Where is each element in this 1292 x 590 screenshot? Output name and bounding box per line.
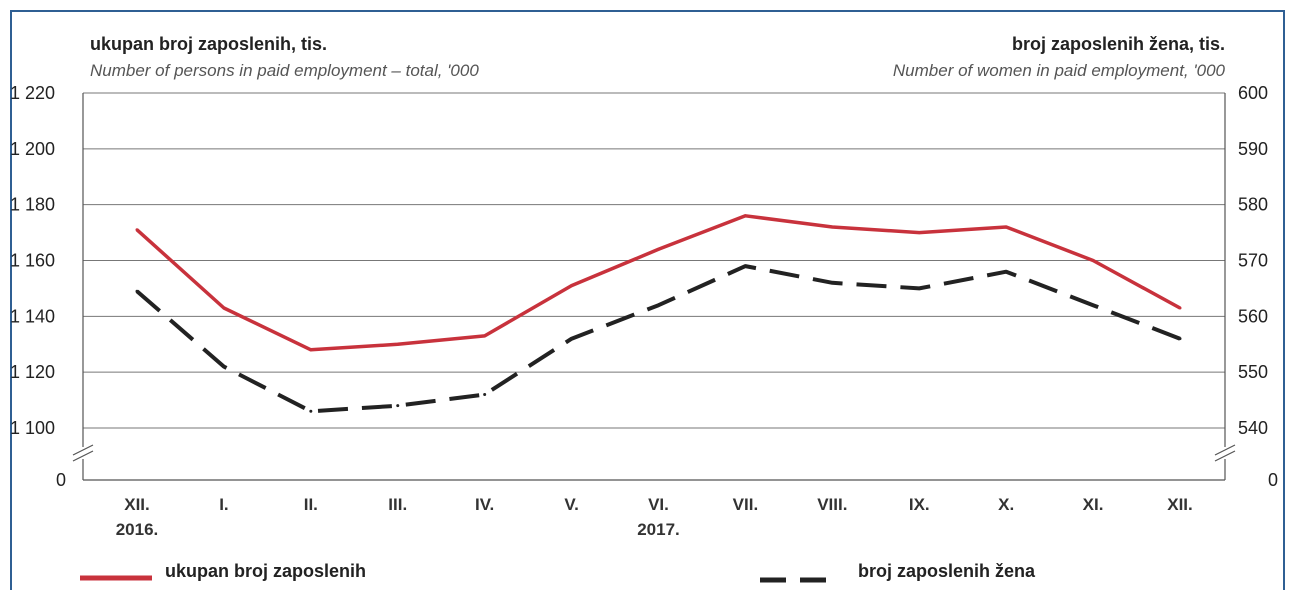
x-tick-label: XI. [1083,495,1104,514]
data-point [830,281,834,285]
data-point [1004,225,1008,229]
right-tick-label: 570 [1238,251,1268,271]
x-tick-label: X. [998,495,1014,514]
data-point [309,409,313,413]
data-point [1178,306,1182,310]
data-point [222,306,226,310]
data-point [657,247,660,251]
left-tick-label: 1 140 [10,306,55,326]
data-point [743,264,747,268]
data-point [135,228,139,232]
x-year-label: 2016. [116,520,159,539]
data-point [917,231,921,235]
data-point [570,337,574,341]
right-tick-label: 560 [1238,306,1268,326]
left-zero-label: 0 [56,470,66,490]
x-tick-label: V. [564,495,579,514]
data-point [1091,259,1095,262]
data-point [570,284,574,288]
x-year-label: 2017. [637,520,680,539]
data-point [483,334,487,338]
x-tick-label: I. [219,495,228,514]
right-axis-title: broj zaposlenih žena, tis. [1012,34,1225,54]
left-tick-label: 1 160 [10,251,55,271]
x-tick-label: VII. [733,495,759,514]
x-tick-label: VI. [648,495,669,514]
data-point [1091,303,1095,307]
x-tick-label: VIII. [817,495,847,514]
data-point [917,286,921,290]
data-point [1004,270,1008,274]
left-axis-subtitle: Number of persons in paid employment – t… [90,61,479,80]
data-point [222,365,226,369]
left-tick-label: 1 120 [10,362,55,382]
data-point [396,342,400,346]
x-tick-label: XII. [1167,495,1193,514]
data-point [309,348,313,352]
right-axis-break [1214,444,1236,462]
left-tick-label: 1 220 [10,83,55,103]
right-tick-label: 580 [1238,195,1268,215]
legend-item-total: ukupan broj zaposlenih [80,561,366,581]
x-tick-label: IV. [475,495,494,514]
data-point [657,303,660,307]
x-tick-label: II. [304,495,318,514]
data-point [1178,337,1182,341]
legend-label-total: ukupan broj zaposlenih [165,561,366,581]
data-point [135,289,139,293]
right-tick-label: 600 [1238,83,1268,103]
left-tick-label: 1 100 [10,418,55,438]
series-line-women [135,264,1181,414]
x-tick-label: XII. [124,495,150,514]
left-axis-title: ukupan broj zaposlenih, tis. [90,34,327,54]
legend-label-women: broj zaposlenih žena [858,561,1036,581]
left-tick-label: 1 180 [10,195,55,215]
right-axis-subtitle: Number of women in paid employment, '000 [893,61,1226,80]
chart-frame [10,10,1285,590]
x-tick-label: IX. [909,495,930,514]
right-zero-label: 0 [1268,470,1278,490]
right-tick-label: 590 [1238,139,1268,159]
left-tick-label: 1 200 [10,139,55,159]
series-line-total [135,214,1181,352]
data-point [483,393,487,396]
x-tick-label: III. [388,495,407,514]
data-point [396,404,400,408]
right-tick-label: 540 [1238,418,1268,438]
data-point [830,225,834,229]
legend-item-women: broj zaposlenih žena [760,561,1036,583]
right-tick-label: 550 [1238,362,1268,382]
data-point [743,214,747,218]
left-axis-break [72,444,94,462]
